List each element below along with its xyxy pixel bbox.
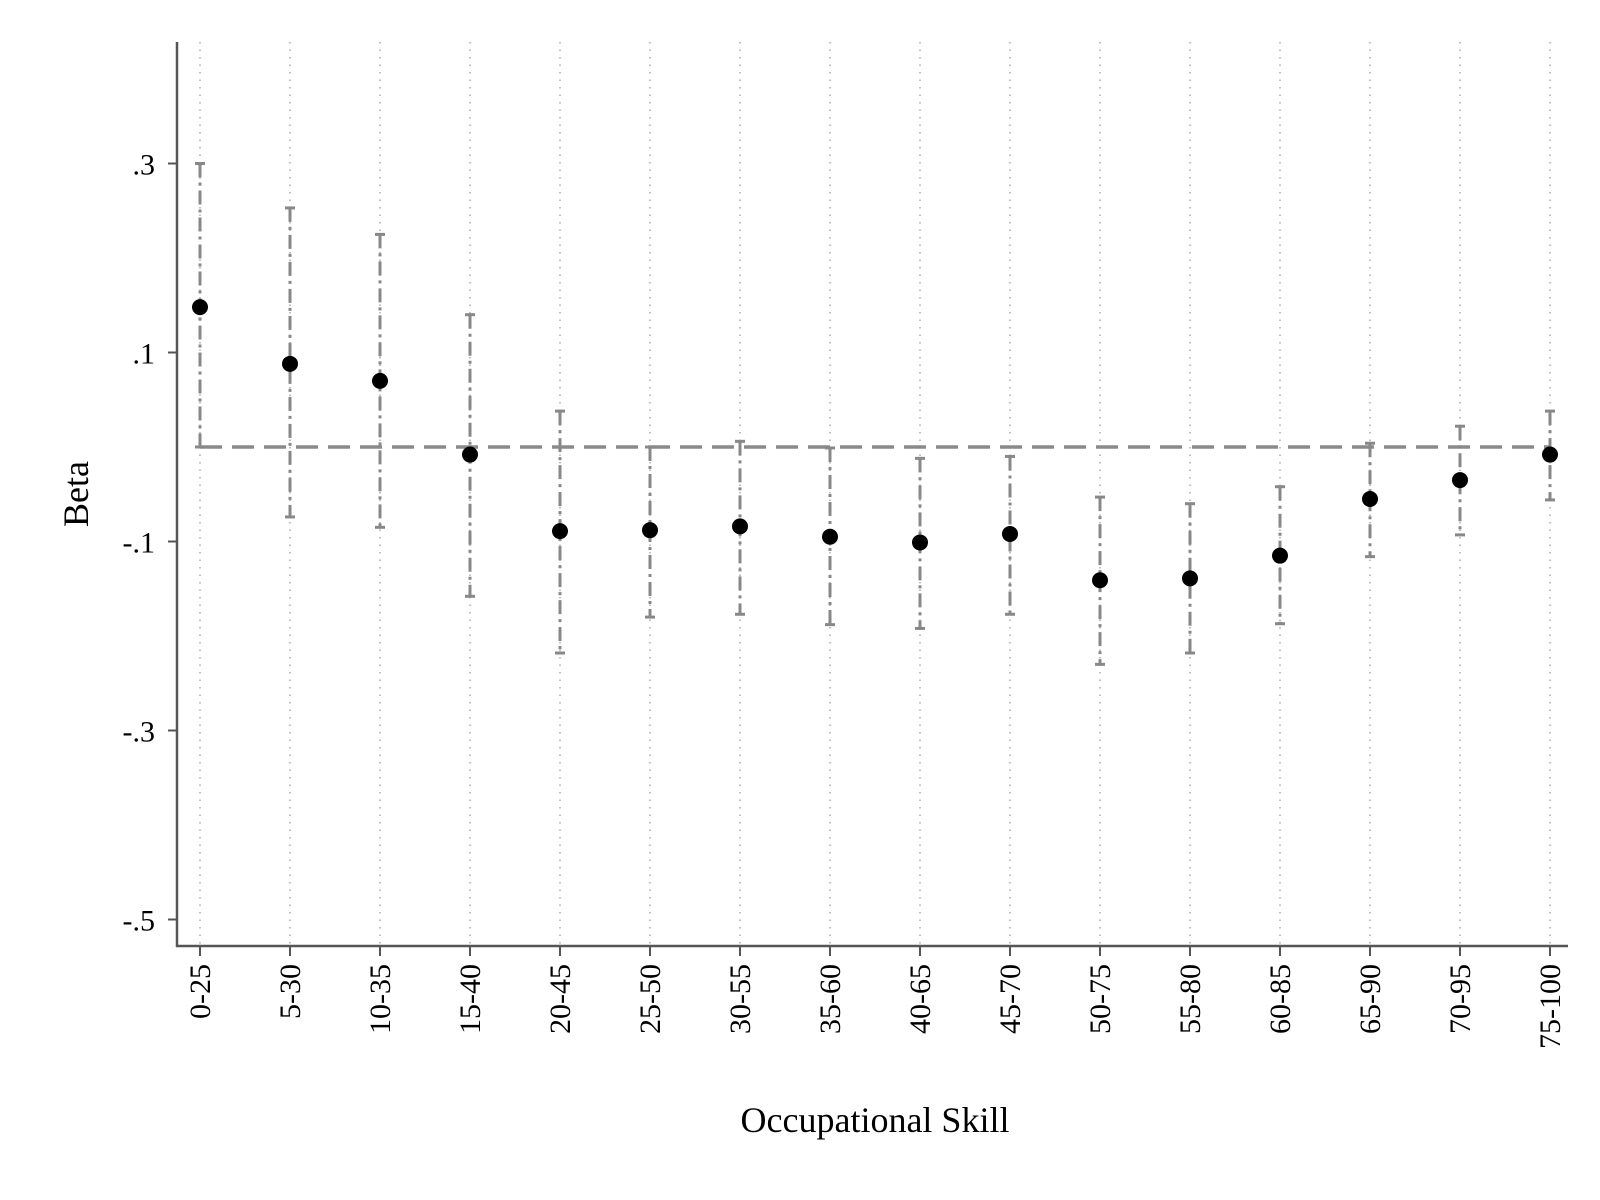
x-axis-title: Occupational Skill bbox=[741, 1100, 1010, 1140]
confidence-interval-layer bbox=[195, 162, 1555, 666]
x-tick-label: 65-90 bbox=[1354, 964, 1387, 1034]
label-layer: .3 .1 -.1 -.3 -.5 0-25 5-30 10-35 15-40 20-45 25-5… bbox=[123, 149, 1568, 1050]
y-tick-label: -.1 bbox=[123, 527, 156, 560]
estimate-point bbox=[1362, 490, 1378, 507]
y-axis-title: Beta bbox=[56, 461, 96, 527]
estimate-point bbox=[1272, 547, 1288, 564]
estimate-point bbox=[1002, 525, 1018, 542]
estimate-point bbox=[1542, 446, 1558, 463]
x-tick-label: 75-100 bbox=[1534, 964, 1567, 1049]
x-tick-label: 15-40 bbox=[454, 964, 487, 1034]
x-tick-label: 10-35 bbox=[364, 964, 397, 1034]
axis-layer bbox=[168, 42, 1568, 956]
estimate-point bbox=[822, 528, 838, 545]
x-tick-label: 25-50 bbox=[634, 964, 667, 1034]
x-tick-label: 30-55 bbox=[724, 964, 757, 1034]
estimate-point bbox=[1092, 572, 1108, 589]
point-layer bbox=[192, 299, 1558, 589]
estimate-point bbox=[642, 522, 658, 539]
estimate-point bbox=[912, 534, 928, 551]
x-tick-label: 60-85 bbox=[1264, 964, 1297, 1034]
estimate-point bbox=[552, 523, 568, 540]
estimate-point bbox=[372, 372, 388, 389]
x-tick-label: 40-65 bbox=[904, 964, 937, 1034]
y-tick-label: .1 bbox=[133, 338, 156, 371]
x-tick-label: 55-80 bbox=[1174, 964, 1207, 1034]
estimate-point bbox=[282, 355, 298, 372]
x-tick-label: 20-45 bbox=[544, 964, 577, 1034]
grid-layer bbox=[199, 42, 1551, 946]
y-tick-label: -.5 bbox=[123, 905, 156, 938]
estimate-point bbox=[192, 299, 208, 316]
x-tick-label: 50-75 bbox=[1084, 964, 1117, 1034]
x-tick-label: 5-30 bbox=[274, 964, 307, 1019]
estimate-point bbox=[462, 446, 478, 463]
y-tick-label: .3 bbox=[133, 149, 156, 182]
estimate-point bbox=[732, 518, 748, 535]
x-tick-label: 0-25 bbox=[184, 964, 217, 1019]
x-tick-label: 35-60 bbox=[814, 964, 847, 1034]
x-tick-label: 70-95 bbox=[1444, 964, 1477, 1034]
y-tick-label: -.3 bbox=[123, 716, 156, 749]
estimate-point bbox=[1182, 570, 1198, 587]
estimate-point bbox=[1452, 472, 1468, 489]
x-tick-label: 45-70 bbox=[994, 964, 1027, 1034]
